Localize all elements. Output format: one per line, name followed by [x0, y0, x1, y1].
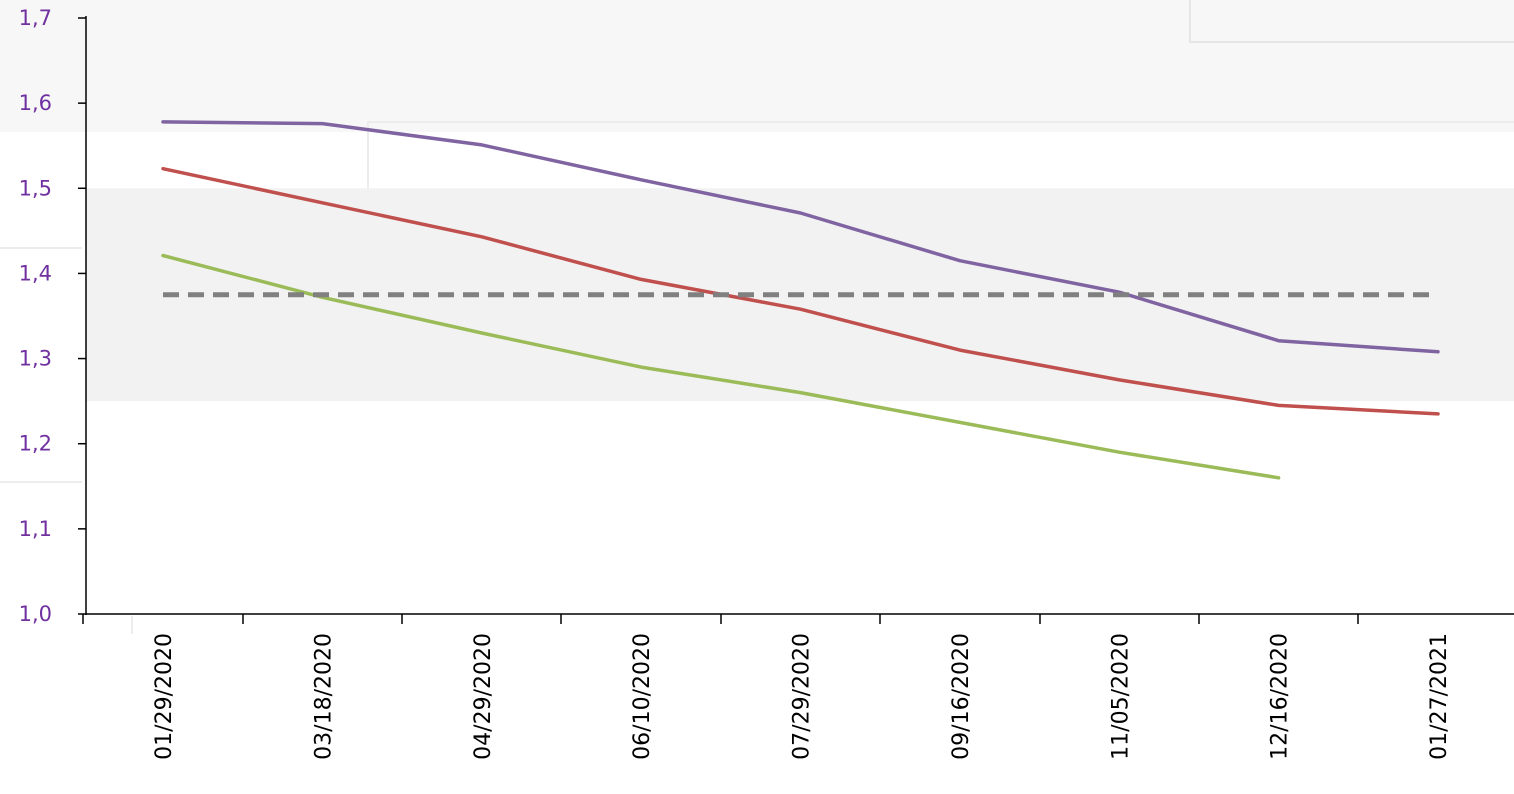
y-tick-label: 1,0 — [19, 602, 52, 626]
background-panel — [0, 0, 1514, 132]
y-tick-label: 1,4 — [19, 261, 52, 285]
y-tick-label: 1,5 — [19, 176, 52, 200]
x-tick-labels: 01/29/2020 03/18/2020 04/29/2020 06/10/2020… — [152, 633, 1452, 760]
y-tick-label: 1,7 — [19, 6, 52, 30]
series-lines — [161, 120, 1440, 480]
x-tick-label: 07/29/2020 — [790, 633, 815, 760]
x-tick-label: 03/18/2020 — [311, 633, 336, 760]
x-tick-label: 12/16/2020 — [1268, 633, 1293, 760]
background-panel-edge — [367, 121, 1514, 190]
series-line-3 — [161, 253, 1281, 480]
x-tick-label: 04/29/2020 — [471, 633, 496, 760]
x-tick-label: 01/27/2021 — [1427, 633, 1452, 760]
y-tick-labels: 1,0 1,1 1,2 1,3 1,4 1,5 1,6 1,7 — [19, 6, 52, 626]
y-tick-label: 1,1 — [19, 517, 52, 541]
background-panel-edge — [1189, 0, 1514, 43]
background-layer — [0, 0, 1514, 634]
y-tick-label: 1,3 — [19, 347, 52, 371]
series-line-1 — [161, 120, 1440, 354]
x-tick-label: 09/16/2020 — [949, 633, 974, 760]
y-tick-label: 1,6 — [19, 91, 52, 115]
axes — [78, 16, 1514, 624]
x-tick-label: 01/29/2020 — [152, 633, 177, 760]
x-tick-label: 06/10/2020 — [630, 633, 655, 760]
x-tick-label: 11/05/2020 — [1108, 633, 1133, 760]
y-tick-label: 1,2 — [19, 432, 52, 456]
series-line-2 — [161, 166, 1440, 416]
